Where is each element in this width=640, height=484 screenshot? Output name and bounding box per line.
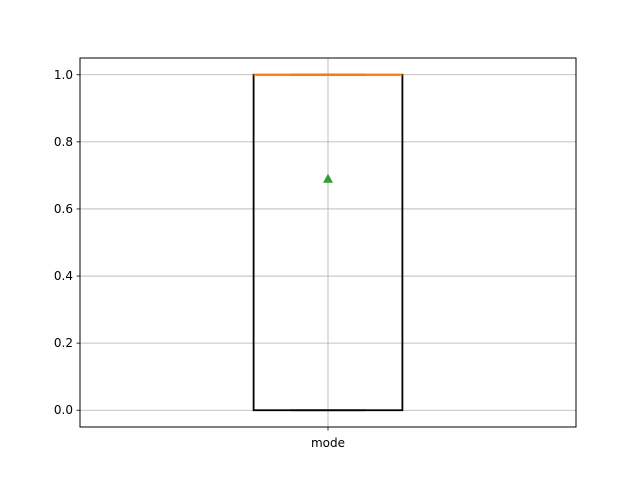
y-tick-label: 0.4 — [54, 269, 73, 283]
y-tick-label: 0.8 — [54, 135, 73, 149]
y-tick-label: 0.0 — [54, 403, 73, 417]
y-tick-label: 1.0 — [54, 68, 73, 82]
x-tick-label: mode — [311, 436, 345, 450]
y-tick-label: 0.6 — [54, 202, 73, 216]
y-tick-label: 0.2 — [54, 336, 73, 350]
